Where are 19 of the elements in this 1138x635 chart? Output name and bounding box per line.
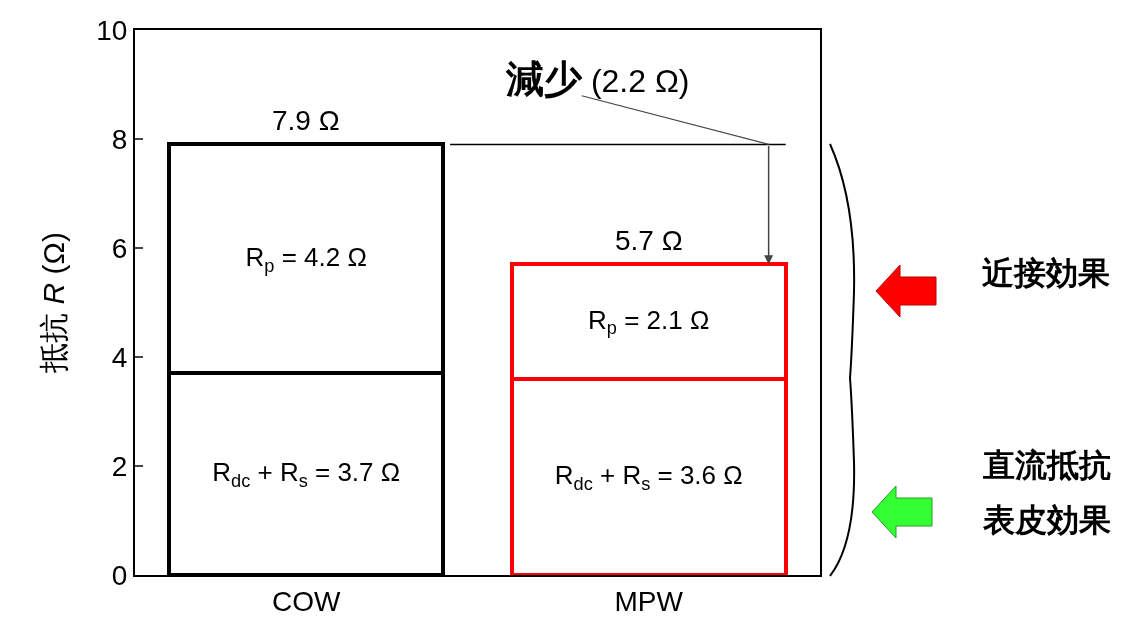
y-tick-label: 2	[111, 450, 128, 482]
data-label: R$_{p}$ = 2.1 Ω	[588, 304, 710, 339]
annotation: 減少 (2.2 Ω)	[505, 58, 690, 100]
y-tick-label: 8	[111, 123, 128, 155]
y-axis-title: 抵抗 R (Ω)	[37, 232, 70, 374]
x-tick-label: COW	[272, 585, 342, 617]
y-tick-label: 10	[96, 14, 128, 46]
data-label: R$_{p}$ = 4.2 Ω	[245, 242, 367, 276]
text: 表皮効果	[982, 502, 1111, 538]
data-label: R$_{dc}$ + R$_{s}$ = 3.6 Ω	[554, 460, 743, 494]
text: 近接効果	[982, 255, 1110, 291]
y-tick-label: 4	[111, 341, 128, 373]
total-label: 5.7 Ω	[615, 225, 683, 256]
data-label: R$_{dc}$ + R$_{s}$ = 3.7 Ω	[212, 457, 401, 491]
total-label: 7.9 Ω	[272, 105, 340, 136]
y-tick-label: 0	[111, 559, 128, 591]
text: 直流抵抗	[982, 447, 1111, 483]
x-tick-label: MPW	[614, 585, 684, 617]
y-tick-label: 6	[111, 232, 128, 264]
